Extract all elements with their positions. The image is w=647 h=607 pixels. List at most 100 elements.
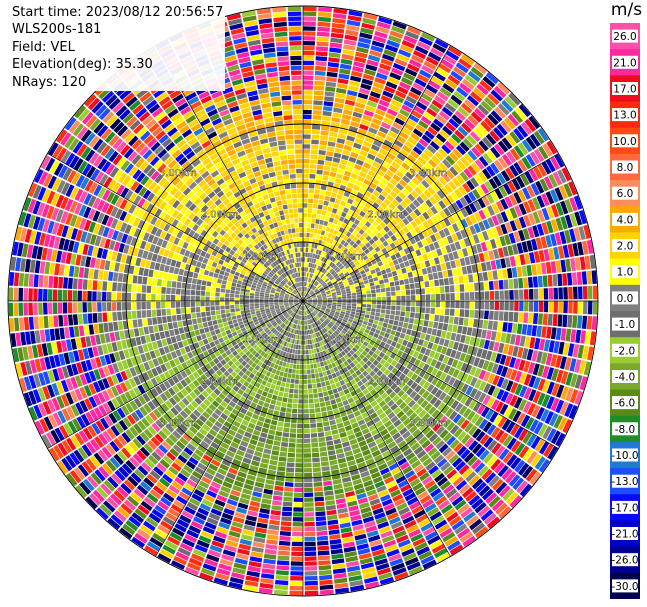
velocity-gate bbox=[490, 458, 502, 471]
velocity-gate bbox=[485, 133, 497, 146]
velocity-gate bbox=[138, 363, 146, 373]
velocity-gate bbox=[196, 347, 203, 355]
velocity-gate bbox=[150, 388, 159, 398]
velocity-gate bbox=[439, 382, 448, 391]
velocity-gate bbox=[275, 400, 282, 407]
velocity-gate bbox=[376, 292, 381, 297]
velocity-gate bbox=[299, 310, 301, 315]
velocity-gate bbox=[452, 413, 462, 424]
velocity-gate bbox=[183, 407, 192, 416]
velocity-gate bbox=[260, 356, 266, 363]
velocity-gate bbox=[437, 239, 445, 248]
velocity-gate bbox=[389, 148, 399, 157]
velocity-gate bbox=[324, 231, 329, 237]
velocity-gate bbox=[351, 116, 361, 123]
velocity-gate bbox=[150, 436, 161, 447]
velocity-gate bbox=[282, 318, 287, 323]
velocity-gate bbox=[407, 26, 422, 36]
velocity-gate bbox=[562, 314, 568, 328]
velocity-gate bbox=[537, 392, 546, 406]
velocity-gate bbox=[262, 325, 268, 330]
velocity-gate bbox=[458, 483, 471, 495]
velocity-gate bbox=[294, 314, 297, 319]
velocity-gate bbox=[279, 350, 284, 356]
velocity-gate bbox=[364, 68, 376, 77]
velocity-gate bbox=[431, 543, 446, 554]
velocity-gate bbox=[335, 448, 344, 455]
velocity-gate bbox=[469, 366, 477, 376]
velocity-gate bbox=[285, 337, 289, 342]
velocity-gate bbox=[346, 244, 352, 250]
velocity-gate bbox=[319, 189, 326, 196]
velocity-gate bbox=[296, 304, 300, 309]
velocity-gate bbox=[303, 320, 305, 325]
velocity-gate bbox=[237, 548, 250, 556]
velocity-gate bbox=[269, 459, 278, 466]
velocity-gate bbox=[347, 460, 356, 467]
velocity-gate bbox=[313, 363, 318, 369]
velocity-gate bbox=[368, 224, 376, 231]
velocity-gate bbox=[50, 429, 61, 444]
velocity-gate bbox=[460, 156, 470, 167]
velocity-gate bbox=[158, 444, 169, 454]
velocity-gate bbox=[418, 361, 426, 369]
velocity-gate bbox=[108, 412, 118, 424]
velocity-gate bbox=[199, 402, 208, 411]
velocity-gate bbox=[174, 458, 185, 468]
velocity-gate bbox=[471, 346, 479, 356]
velocity-gate bbox=[399, 345, 406, 352]
velocity-gate bbox=[543, 443, 554, 458]
velocity-gate bbox=[303, 399, 309, 404]
velocity-gate bbox=[324, 286, 329, 290]
velocity-gate bbox=[314, 289, 319, 293]
velocity-gate bbox=[313, 105, 323, 111]
velocity-gate bbox=[361, 475, 372, 483]
velocity-gate bbox=[591, 270, 597, 284]
velocity-gate bbox=[454, 110, 466, 121]
velocity-gate bbox=[533, 288, 539, 300]
velocity-gate bbox=[306, 315, 308, 320]
velocity-gate bbox=[309, 267, 312, 273]
velocity-gate bbox=[220, 359, 227, 366]
velocity-gate bbox=[381, 292, 386, 297]
velocity-gate bbox=[291, 556, 303, 561]
velocity-gate bbox=[402, 430, 411, 440]
velocity-gate bbox=[402, 384, 410, 393]
velocity-gate bbox=[422, 426, 432, 435]
velocity-gate bbox=[252, 541, 265, 549]
velocity-gate bbox=[559, 356, 567, 370]
velocity-gate bbox=[265, 336, 271, 341]
velocity-gate bbox=[333, 273, 339, 278]
velocity-gate bbox=[490, 162, 500, 174]
velocity-gate bbox=[196, 405, 205, 414]
velocity-gate bbox=[487, 113, 499, 126]
velocity-gate bbox=[375, 329, 381, 335]
velocity-gate bbox=[197, 507, 209, 516]
velocity-gate bbox=[351, 292, 357, 296]
velocity-gate bbox=[565, 387, 574, 402]
velocity-gate bbox=[456, 210, 464, 220]
velocity-gate bbox=[376, 325, 382, 331]
velocity-gate bbox=[191, 493, 203, 502]
velocity-gate bbox=[179, 410, 189, 419]
velocity-gate bbox=[385, 206, 393, 214]
velocity-gate bbox=[288, 393, 294, 399]
velocity-gate bbox=[396, 423, 405, 432]
velocity-gate bbox=[394, 378, 402, 386]
velocity-gate bbox=[309, 290, 313, 294]
velocity-gate bbox=[540, 352, 548, 365]
velocity-gate bbox=[417, 255, 424, 263]
velocity-gate bbox=[223, 408, 231, 416]
velocity-gate bbox=[520, 121, 533, 135]
velocity-gate bbox=[461, 383, 469, 394]
velocity-gate bbox=[381, 301, 386, 305]
velocity-gate bbox=[368, 350, 375, 356]
velocity-gate bbox=[410, 190, 419, 199]
velocity-gate bbox=[402, 515, 415, 525]
velocity-gate bbox=[286, 378, 291, 383]
velocity-gate bbox=[128, 441, 139, 452]
velocity-gate bbox=[361, 273, 367, 278]
velocity-gate bbox=[365, 242, 371, 248]
velocity-gate bbox=[248, 353, 254, 359]
velocity-gate bbox=[328, 314, 334, 318]
